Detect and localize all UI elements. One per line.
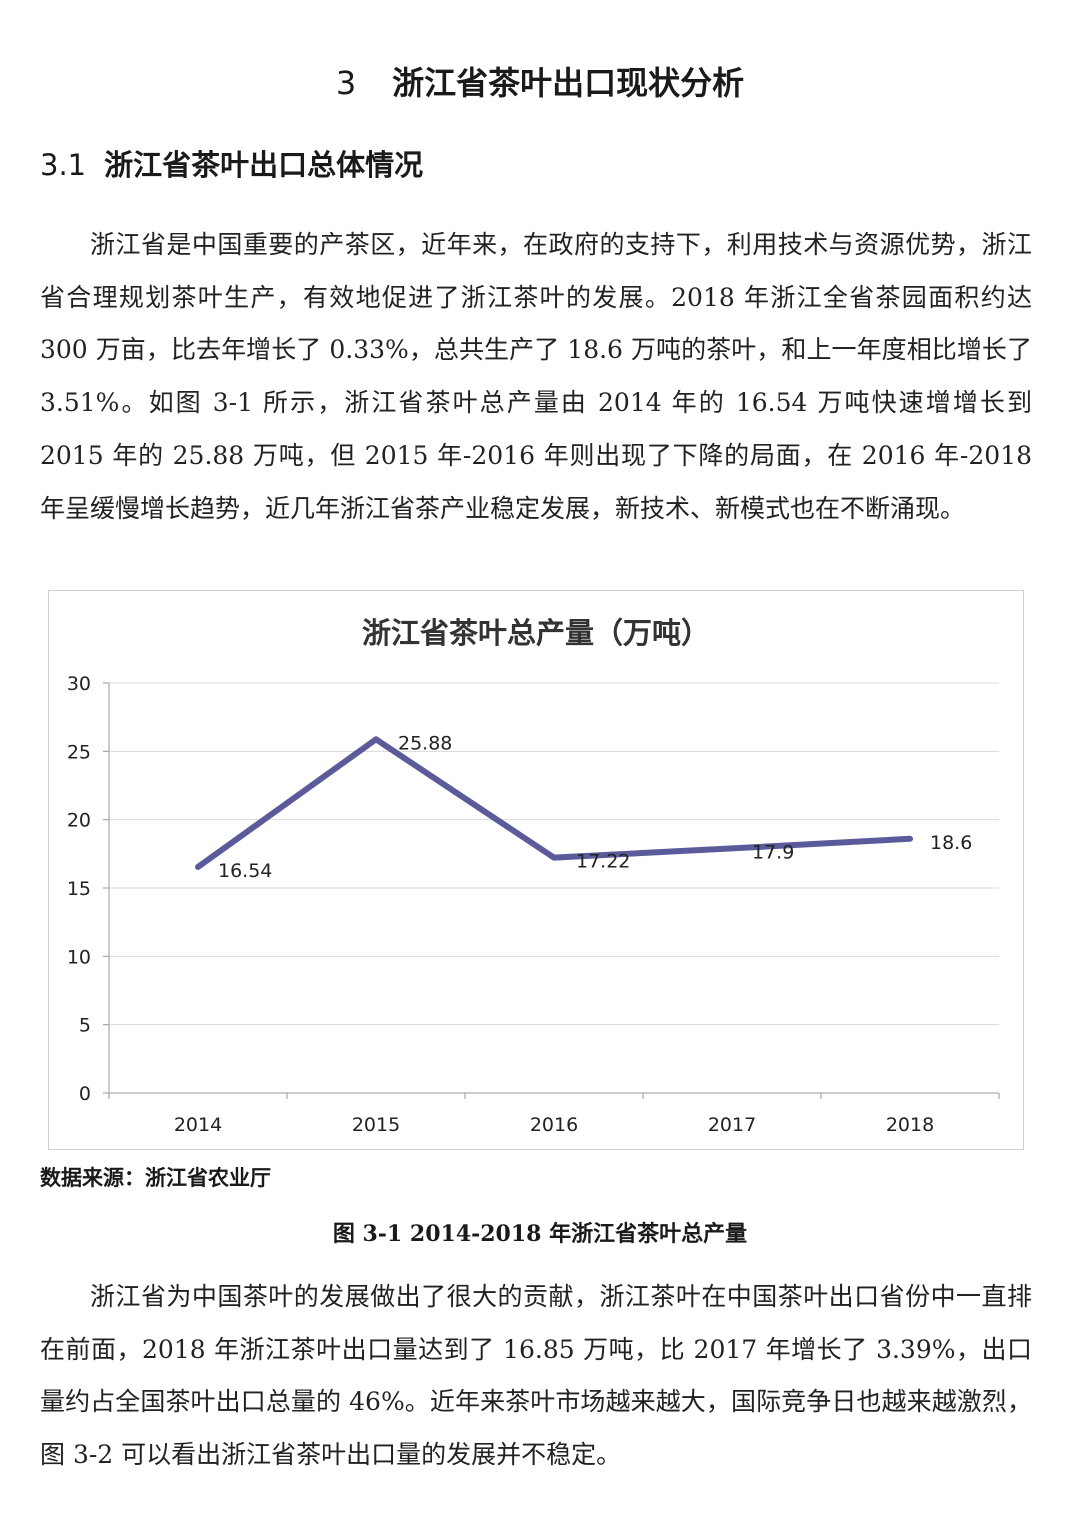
subsection-number: 3.1 [40, 148, 87, 182]
y-tick-label: 30 [67, 673, 91, 695]
data-point [729, 845, 735, 851]
production-line-chart: 浙江省茶叶总产量（万吨） 0 5 10 15 20 25 30 2014 2015 2016 201… [48, 590, 1024, 1150]
chart-axes: 0 5 10 15 20 25 30 2014 2015 2016 2017 2018 [67, 673, 1000, 1136]
data-label: 18.6 [930, 832, 972, 854]
x-tick-label: 2018 [886, 1114, 934, 1136]
x-tick-label: 2014 [174, 1114, 222, 1136]
y-tick-label: 10 [67, 946, 91, 968]
x-tick-label: 2016 [530, 1114, 578, 1136]
paragraph-intro: 浙江省是中国重要的产茶区，近年来，在政府的支持下，利用技术与资源优势，浙江省合理… [40, 230, 1032, 523]
series-line-production [195, 736, 913, 870]
data-label: 17.22 [576, 851, 630, 873]
chart-data-labels: 16.54 25.88 17.22 17.9 18.6 [218, 732, 972, 882]
y-tick-label: 0 [79, 1083, 91, 1105]
section-title: 浙江省茶叶出口现状分析 [392, 64, 745, 102]
y-tick-label: 15 [67, 878, 91, 900]
data-source-note: 数据来源：浙江省农业厅 [40, 1166, 271, 1190]
data-point [195, 864, 201, 870]
chart-gridlines [109, 682, 999, 1026]
section-heading: 3 浙江省茶叶出口现状分析 [0, 58, 1080, 104]
y-tick-label: 25 [67, 741, 91, 763]
data-point [551, 855, 557, 861]
subsection-heading: 3.1 浙江省茶叶出口总体情况 [40, 142, 423, 184]
data-point [373, 736, 379, 742]
subsection-title: 浙江省茶叶出口总体情况 [104, 148, 424, 182]
chart-series [195, 736, 913, 870]
data-point [907, 836, 913, 842]
x-tick-label: 2015 [352, 1114, 400, 1136]
paragraph-export: 浙江省为中国茶叶的发展做出了很大的贡献，浙江茶叶在中国茶叶出口省份中一直排在前面… [40, 1282, 1032, 1470]
chart-title: 浙江省茶叶总产量（万吨） [362, 616, 710, 650]
chart-canvas: 浙江省茶叶总产量（万吨） 0 5 10 15 20 25 30 2014 2015 2016 201… [67, 616, 1000, 1136]
figure-caption: 图 3-1 2014-2018 年浙江省茶叶总产量 [332, 1221, 748, 1247]
y-tick-label: 5 [79, 1015, 91, 1037]
data-label: 17.9 [752, 841, 794, 863]
data-label: 25.88 [398, 732, 452, 754]
section-number: 3 [335, 64, 357, 102]
y-tick-label: 20 [67, 810, 91, 832]
x-tick-label: 2017 [708, 1114, 756, 1136]
data-label: 16.54 [218, 860, 272, 882]
